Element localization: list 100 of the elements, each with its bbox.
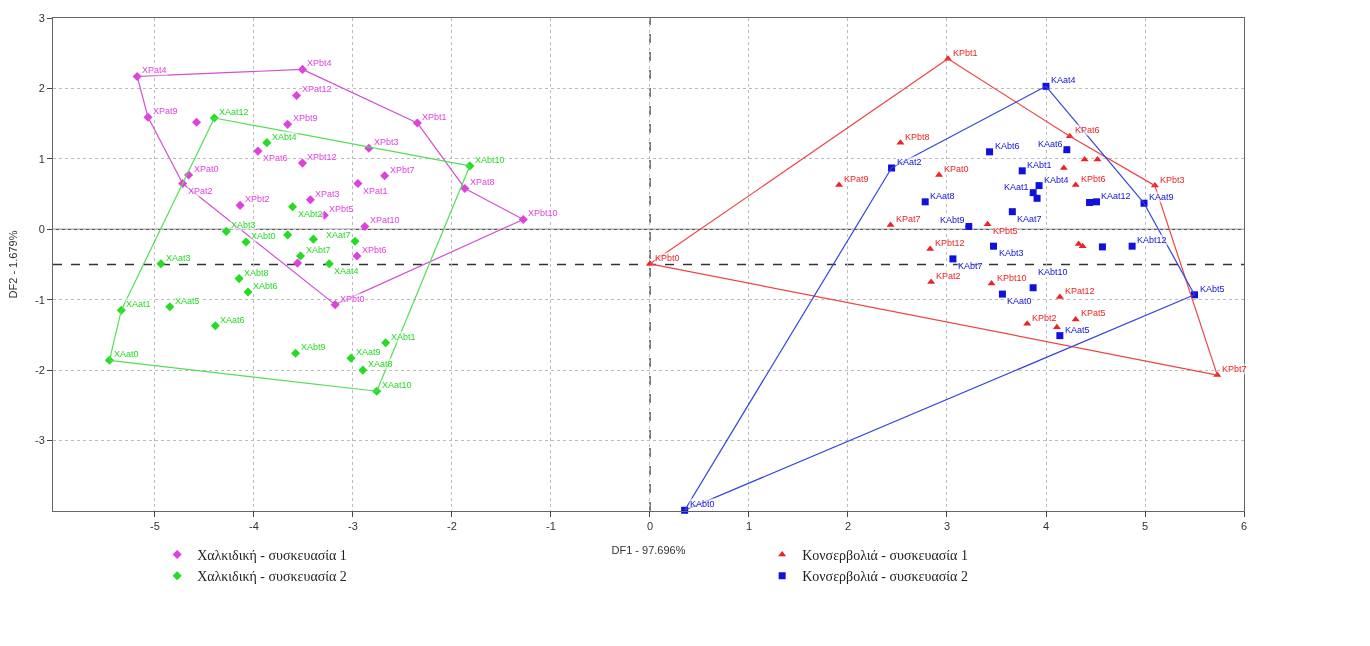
annotation: KAbt1: [1027, 160, 1052, 170]
annotation: KAat5: [1065, 325, 1090, 335]
x-tick-label: 6: [1240, 520, 1248, 533]
annotation: KPat0: [944, 164, 969, 174]
annotation: KAbt0: [690, 499, 715, 509]
annotation: XAat1: [126, 299, 151, 309]
annotation: KAat7: [1017, 214, 1042, 224]
annotation: XPbt2: [245, 194, 270, 204]
annotation: KAat8: [930, 191, 955, 201]
legend-label: Κονσερβολιά - συσκευασία 1: [802, 547, 968, 563]
annotation: KPat6: [1075, 125, 1100, 135]
annotation: XAbt9: [301, 342, 326, 352]
annotation: XAbt3: [231, 220, 256, 230]
annotation: KAat12: [1101, 191, 1131, 201]
annotation: XPat12: [302, 84, 332, 94]
x-tick-label: 2: [844, 520, 852, 533]
annotation: XAat0: [114, 349, 139, 359]
annotation: XPat2: [188, 186, 213, 196]
annotation: KPbt3: [1160, 175, 1185, 185]
annotation: KAat2: [897, 157, 922, 167]
annotation: XPat4: [142, 65, 167, 75]
annotation: XAat7: [326, 230, 351, 240]
annotation: XAat3: [166, 253, 191, 263]
annotation: XPat9: [153, 106, 178, 116]
x-tick-label: 5: [1141, 520, 1149, 533]
annotation: XPat0: [194, 164, 219, 174]
annotation: XAbt2: [298, 209, 323, 219]
annotation: KPbt7: [1222, 364, 1247, 374]
annotation: XPbt1: [422, 112, 447, 122]
annotation: KAbt12: [1137, 235, 1167, 245]
annotation: XAat4: [334, 266, 359, 276]
annotation: XPbt4: [307, 58, 332, 68]
x-tick-label: -1: [546, 520, 556, 533]
y-axis-title: DF2 - 1.679%: [6, 230, 19, 299]
annotation: XAbt0: [251, 231, 276, 241]
annotation: KPat7: [896, 214, 921, 224]
annotation: XAat6: [220, 315, 245, 325]
annotation: KPbt10: [997, 273, 1027, 283]
annotation: KPbt0: [655, 253, 680, 263]
annotation: KPat2: [936, 271, 961, 281]
annotation: XPbt3: [374, 137, 399, 147]
annotation: XPbt12: [307, 152, 337, 162]
annotation: KPbt2: [1032, 313, 1057, 323]
annotation: KAbt5: [1200, 284, 1225, 294]
annotation: KAbt9: [940, 215, 965, 225]
annotation: KPat5: [1081, 308, 1106, 318]
legend-label: Κονσερβολιά - συσκευασία 2: [802, 569, 968, 585]
annotation: XAat5: [175, 296, 200, 306]
annotation: KPbt8: [905, 132, 930, 142]
annotation: KPat9: [844, 174, 869, 184]
annotation: XAbt6: [253, 281, 278, 291]
annotation: XAbt8: [244, 268, 269, 278]
annotation: XPat3: [315, 189, 340, 199]
annotation: XAbt4: [272, 132, 297, 142]
x-tick-label: -3: [348, 520, 358, 533]
annotation: KAat0: [1007, 296, 1032, 306]
annotation: XPbt6: [362, 245, 387, 255]
legend-label: Χαλκιδική - συσκευασία 1: [197, 547, 347, 563]
y-tick-label: 0: [38, 223, 45, 236]
annotation: XAat9: [356, 347, 381, 357]
x-tick-label: 4: [1042, 520, 1050, 533]
x-axis-title: DF1 - 97.696%: [611, 544, 686, 557]
y-tick-label: -3: [35, 434, 45, 447]
annotation: XAat8: [368, 359, 393, 369]
annotation: KAat9: [1149, 192, 1174, 202]
annotation: KAbt6: [995, 141, 1020, 151]
annotation: XAbt1: [391, 332, 416, 342]
annotation: XPat1: [363, 186, 388, 196]
annotation: XPbt0: [340, 294, 365, 304]
annotation: KPbt12: [935, 238, 965, 248]
y-tick-label: -2: [35, 363, 45, 376]
annotation: KAbt7: [958, 261, 983, 271]
annotation: XAbt10: [475, 155, 505, 165]
annotation: KAat4: [1051, 75, 1076, 85]
annotation: XPbt5: [329, 204, 354, 214]
x-tick-label: 1: [745, 520, 753, 533]
annotation: XPat10: [370, 215, 400, 225]
annotation: KPbt1: [953, 48, 978, 58]
annotation: XPbt9: [293, 113, 318, 123]
y-tick-label: 3: [38, 11, 45, 24]
x-tick-label: 3: [943, 520, 951, 533]
x-tick-label: 0: [646, 520, 654, 533]
legend-label: Χαλκιδική - συσκευασία 2: [197, 569, 347, 585]
annotation: KAat1: [1004, 182, 1029, 192]
annotation: KPbt5: [993, 226, 1018, 236]
annotation: XPat8: [470, 177, 495, 187]
x-tick-label: -4: [249, 520, 259, 533]
annotation: XAbt7: [306, 245, 331, 255]
annotation: XPbt10: [528, 208, 558, 218]
y-tick-label: 1: [38, 152, 45, 165]
annotation: XAat10: [382, 380, 412, 390]
annotation: XAat12: [219, 107, 249, 117]
x-tick-label: -5: [150, 520, 160, 533]
annotation: KAbt3: [999, 248, 1024, 258]
annotation: KPbt6: [1081, 174, 1106, 184]
annotation: KAat6: [1038, 139, 1063, 149]
annotation: XPbt7: [390, 165, 415, 175]
annotation: XPat6: [263, 153, 288, 163]
annotation: KAbt4: [1044, 175, 1069, 185]
y-tick-label: 2: [38, 82, 45, 95]
